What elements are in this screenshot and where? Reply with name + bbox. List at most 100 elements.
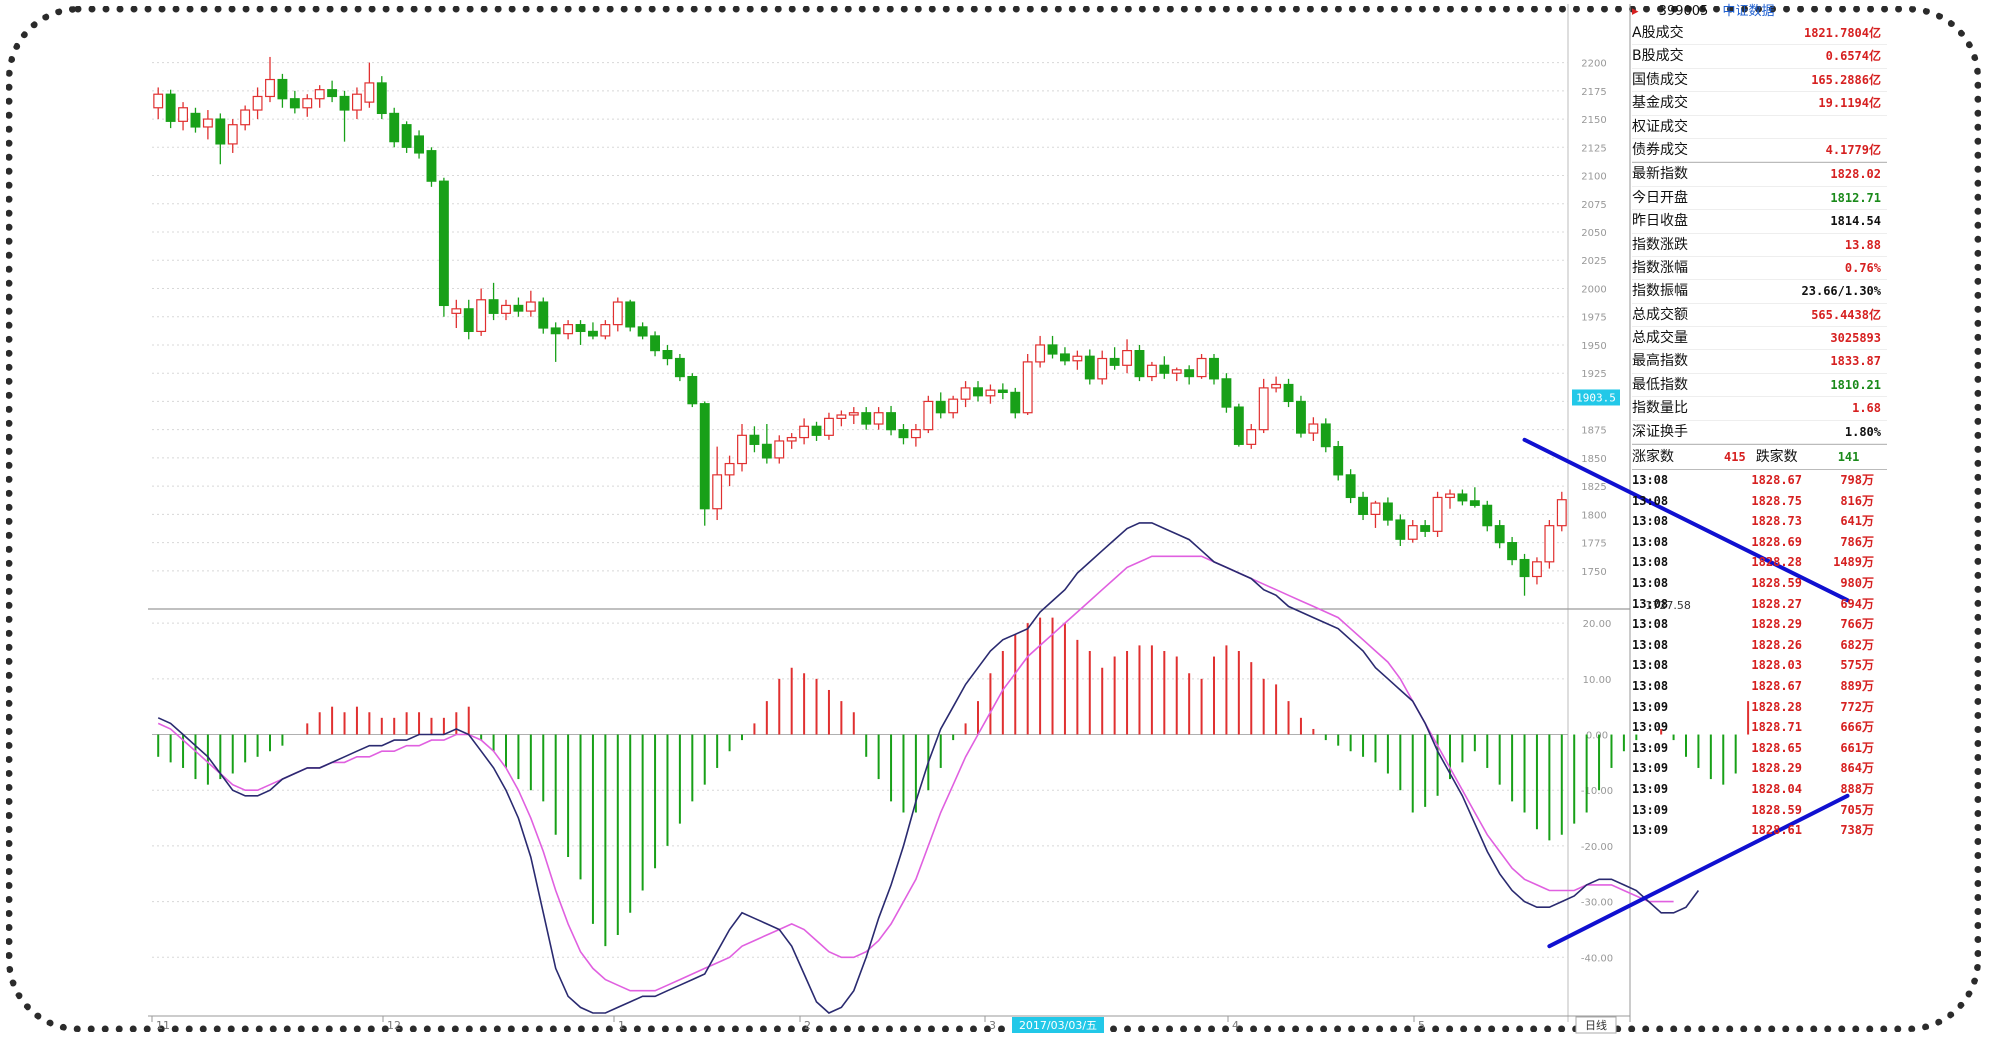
- tick-volume: 705万: [1840, 802, 1874, 817]
- price-tick-label: 2125: [1581, 143, 1606, 154]
- candle-body: [774, 440, 785, 459]
- candle-body: [625, 301, 636, 328]
- candle-body: [1171, 369, 1182, 374]
- quote-row-value: 1.80%: [1844, 424, 1881, 439]
- candle-body: [265, 78, 275, 98]
- quote-row: 最新指数 1828.02: [1632, 162, 1887, 187]
- tick-time: 13:08: [1632, 514, 1669, 529]
- macd-tick-label: 20.00: [1583, 619, 1612, 630]
- quote-row: 指数振幅 23.66/1.30%: [1632, 280, 1887, 304]
- x-axis-label: 3: [989, 1019, 996, 1032]
- candle-body: [240, 109, 251, 126]
- tick-price: 1828.69: [1751, 534, 1802, 549]
- quote-row-value: 0.6574亿: [1825, 49, 1881, 64]
- tick-price: 1828.28: [1751, 555, 1802, 570]
- candle-body: [1258, 387, 1269, 431]
- price-tick-label: 2050: [1581, 228, 1606, 239]
- price-tick-label: 1825: [1581, 482, 1606, 493]
- tick-price: 1828.29: [1751, 617, 1802, 632]
- candle-body: [612, 301, 623, 326]
- tick-time: 13:09: [1632, 699, 1669, 714]
- tick-volume: 641万: [1840, 514, 1874, 529]
- candle-body: [662, 350, 673, 360]
- quote-row-value: 1.68: [1852, 401, 1881, 416]
- candle-body: [1146, 364, 1157, 378]
- price-tick-label: 1925: [1581, 369, 1606, 380]
- tick-time: 13:08: [1632, 555, 1669, 570]
- macd-tick-label: -30.00: [1581, 898, 1613, 909]
- candle-body: [252, 95, 263, 111]
- quote-row: 基金成交 19.1194亿: [1632, 92, 1887, 116]
- candle-body: [973, 387, 983, 397]
- quote-row-label: 昨日收盘: [1632, 213, 1688, 230]
- low-price-annotation: 1727.58: [1645, 599, 1691, 612]
- tick-time: 13:08: [1632, 473, 1669, 488]
- quote-row-value: 1821.7804亿: [1803, 26, 1881, 40]
- candle-body: [550, 327, 561, 335]
- tick-row: 13:08 1828.29 766万: [1632, 614, 1887, 635]
- candle-body: [923, 400, 934, 431]
- candle-body: [1531, 561, 1542, 578]
- candle-body: [202, 118, 213, 128]
- candle-body: [1445, 493, 1455, 499]
- quote-row-label: 深证换手: [1632, 423, 1688, 440]
- candle-body: [1097, 357, 1108, 380]
- candle-body: [1047, 344, 1058, 355]
- candle-body: [277, 78, 288, 100]
- tick-row: 13:09 1828.04 888万: [1632, 779, 1887, 800]
- x-axis-label: 1: [618, 1019, 625, 1032]
- x-axis-label: 5: [1418, 1019, 1425, 1032]
- quote-row: 今日开盘 1812.71: [1632, 187, 1887, 211]
- period-box: [1575, 1016, 1617, 1034]
- candle-body: [327, 89, 338, 98]
- tick-price: 1828.61: [1751, 823, 1802, 838]
- candle-body: [811, 425, 822, 436]
- candle-body: [600, 324, 611, 337]
- candle-body: [488, 299, 499, 314]
- tick-price: 1828.29: [1751, 761, 1802, 776]
- quote-row-label: A股成交: [1632, 25, 1684, 41]
- tick-row: 13:09 1828.71 666万: [1632, 717, 1887, 738]
- candle-body: [1246, 429, 1257, 445]
- quote-row-label: 总成交量: [1632, 330, 1688, 347]
- candle-body: [1134, 350, 1145, 378]
- sort-icon[interactable]: ▸: [1632, 4, 1639, 19]
- advance-label: 涨家数: [1632, 449, 1674, 466]
- tick-volume: 766万: [1840, 617, 1874, 632]
- candle-body: [1333, 446, 1344, 476]
- candle-body: [525, 301, 536, 312]
- candle-body: [1271, 383, 1282, 389]
- tick-price: 1828.73: [1751, 514, 1802, 529]
- candle-body: [165, 93, 176, 122]
- price-tick-label: 1800: [1581, 510, 1606, 521]
- quote-row: A股成交 1821.7804亿: [1632, 22, 1887, 46]
- candle-body: [463, 308, 474, 333]
- quote-row-label: 指数量比: [1632, 400, 1688, 417]
- quote-row-label: 最新指数: [1632, 166, 1688, 183]
- tick-row: 13:08 1828.59 980万: [1632, 573, 1887, 594]
- quote-row-label: 权证成交: [1632, 118, 1688, 135]
- candle-body: [426, 150, 437, 182]
- tick-volume: 661万: [1840, 740, 1874, 755]
- tick-price: 1828.75: [1751, 493, 1802, 508]
- quote-row: 最高指数 1833.87: [1632, 350, 1887, 374]
- macd-tick-label: 0.00: [1586, 731, 1608, 742]
- quote-row-label: 基金成交: [1632, 95, 1688, 112]
- quote-row-label: 今日开盘: [1632, 189, 1688, 206]
- candle-body: [575, 324, 586, 333]
- candle-body: [190, 112, 201, 128]
- tick-time: 13:08: [1632, 637, 1669, 652]
- tick-row: 13:08 1828.03 575万: [1632, 655, 1887, 676]
- dotted-rounded-frame: [6, 6, 1981, 1032]
- candle-body: [985, 389, 996, 397]
- candle-body: [886, 412, 896, 431]
- price-tick-label: 1875: [1581, 426, 1606, 437]
- quote-row-label: B股成交: [1632, 48, 1684, 65]
- candle-body: [1221, 378, 1232, 408]
- index-name-link[interactable]: 中证数据: [1722, 4, 1775, 19]
- price-tick-label: 1975: [1581, 313, 1606, 324]
- tick-price: 1828.03: [1751, 658, 1802, 673]
- quote-row: 昨日收盘 1814.54: [1632, 210, 1887, 234]
- price-trend-line: [1522, 437, 1850, 603]
- candle-body: [1345, 474, 1356, 499]
